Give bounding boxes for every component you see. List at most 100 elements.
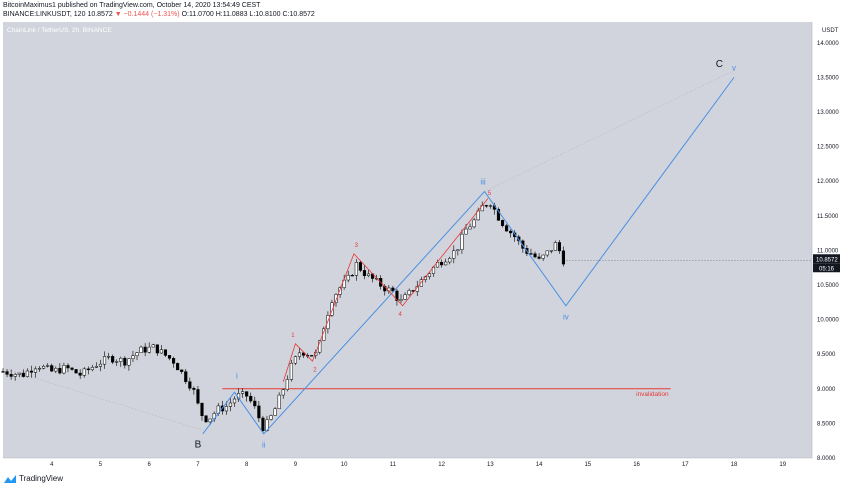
candle-body: [403, 294, 407, 300]
symbol-interval: BINANCE:LINKUSDT, 120: [3, 11, 86, 18]
candle-body: [277, 394, 281, 409]
candle-body: [119, 357, 123, 362]
candle-body: [208, 418, 212, 423]
candle-body: [204, 415, 208, 423]
currency-label: USDT: [822, 28, 839, 34]
x-tick-label: 18: [731, 462, 738, 468]
wave-label: ii: [262, 441, 266, 450]
candle-body: [46, 365, 50, 367]
y-tick-label: 11.0000: [817, 248, 839, 254]
wave-blue-line: [202, 77, 735, 435]
x-tick-label: 16: [633, 462, 640, 468]
footer: TradingView: [4, 474, 63, 483]
candle-body: [500, 220, 505, 226]
candle-body: [310, 355, 314, 357]
candle-body: [172, 358, 176, 364]
wave-extension-line: [484, 70, 735, 192]
wave-label: i: [236, 371, 238, 380]
candle-body: [9, 374, 13, 377]
candle-body: [513, 232, 517, 238]
brand-name: TradingView: [19, 474, 64, 483]
candle-body: [21, 372, 25, 377]
candle-body: [82, 368, 86, 376]
candle-body: [139, 346, 143, 353]
wave-label: 5: [488, 191, 492, 197]
candle-body: [253, 400, 257, 407]
last-price-tag: [813, 254, 840, 264]
candle-body: [358, 262, 362, 271]
y-tick-label: 10.0000: [817, 318, 839, 324]
wave-label: v: [732, 63, 736, 72]
candle-body: [94, 366, 98, 368]
x-tick-label: 4: [50, 462, 54, 468]
candle-body: [301, 352, 306, 356]
candle-body: [107, 356, 111, 358]
symbol-info: BINANCE:LINKUSDT, 120 10.8572 ▼ −0.1444 …: [3, 11, 315, 18]
candle-body: [167, 355, 172, 359]
candle-body: [541, 254, 545, 259]
candle-body: [1, 371, 5, 373]
candle-body: [557, 242, 561, 252]
candle-body: [444, 261, 448, 266]
wave-label: iii: [480, 178, 486, 187]
x-tick-label: 6: [148, 462, 152, 468]
candle-body: [533, 253, 537, 258]
candle-body: [346, 274, 350, 281]
candle-body: [196, 389, 200, 404]
candle-body: [484, 205, 488, 207]
candle-body: [241, 391, 245, 394]
y-tick-label: 8.5000: [817, 421, 836, 427]
candle-body: [70, 367, 74, 370]
price-axis: [812, 22, 850, 458]
candle-body: [354, 262, 358, 276]
y-tick-label: 11.5000: [817, 214, 839, 220]
time-axis: [3, 458, 812, 470]
wave-red-line: [282, 198, 489, 382]
candle-body: [285, 379, 289, 390]
candle-body: [505, 225, 509, 232]
candle-body: [5, 371, 9, 375]
candle-body: [131, 355, 135, 359]
candle-body: [464, 228, 468, 235]
candle-body: [395, 290, 399, 301]
x-tick-label: 14: [536, 462, 543, 468]
candle-body: [78, 372, 82, 376]
last-price-text: 10.8572: [87, 11, 113, 18]
tradingview-logo-icon: [4, 474, 16, 483]
y-tick-label: 8.0000: [817, 456, 836, 462]
candle-body: [561, 250, 566, 265]
candle-body: [293, 356, 297, 364]
candle-body: [192, 388, 196, 390]
candle-body: [176, 363, 180, 371]
candle-body: [151, 344, 155, 348]
candle-body: [111, 356, 115, 363]
candle-body: [159, 349, 163, 354]
candle-body: [127, 358, 131, 366]
candle-body: [115, 361, 119, 363]
x-tick-label: 7: [196, 462, 200, 468]
candle-body: [29, 370, 33, 373]
y-tick-label: 9.0000: [817, 387, 836, 393]
candle-body: [86, 368, 90, 371]
candle-body: [54, 368, 58, 372]
candle-body: [163, 349, 168, 356]
candle-body: [90, 367, 94, 371]
wave-label: 4: [399, 312, 403, 318]
x-tick-label: 10: [341, 462, 348, 468]
candle-body: [460, 233, 464, 250]
candle-body: [188, 381, 192, 389]
candle-body: [338, 287, 342, 295]
candle-body: [135, 352, 139, 356]
candle-body: [102, 356, 107, 365]
candle-body: [350, 274, 354, 277]
y-tick-label: 10.5000: [817, 283, 839, 289]
candle-body: [391, 287, 395, 292]
candle-body: [440, 262, 444, 266]
last-price-label: 10.8572: [816, 257, 838, 263]
wave-label: iv: [563, 313, 569, 322]
candle-body: [289, 362, 293, 380]
x-tick-label: 8: [245, 462, 249, 468]
candle-body: [427, 273, 432, 277]
plot-area: [3, 22, 812, 458]
